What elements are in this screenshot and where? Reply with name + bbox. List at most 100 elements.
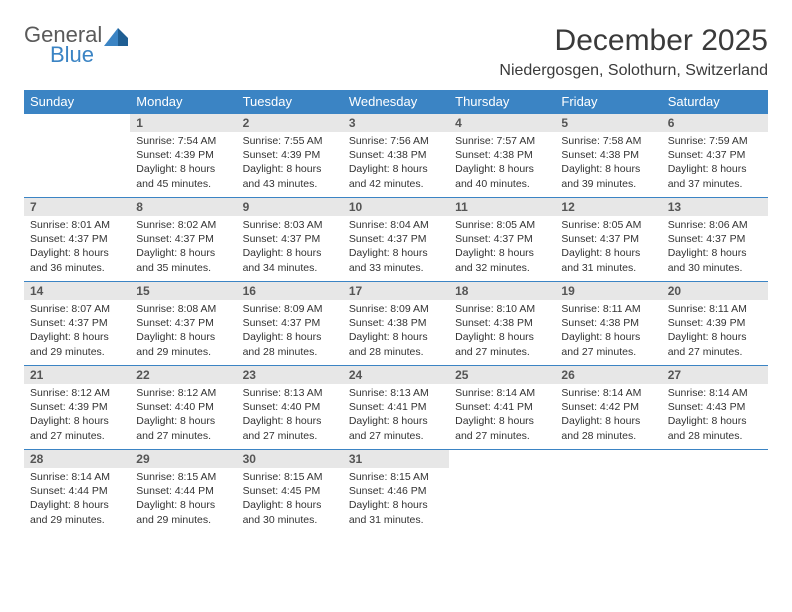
weekday-header: Friday [555,90,661,114]
calendar-cell: 15Sunrise: 8:08 AMSunset: 4:37 PMDayligh… [130,282,236,366]
day-number: 26 [555,366,661,384]
daylight-line: Daylight: 8 hours and 27 minutes. [349,414,443,442]
sunset-line: Sunset: 4:37 PM [30,232,124,246]
day-details: Sunrise: 8:11 AMSunset: 4:38 PMDaylight:… [555,300,661,365]
calendar-cell: 10Sunrise: 8:04 AMSunset: 4:37 PMDayligh… [343,198,449,282]
day-details: Sunrise: 8:08 AMSunset: 4:37 PMDaylight:… [130,300,236,365]
day-number: 24 [343,366,449,384]
daylight-line: Daylight: 8 hours and 40 minutes. [455,162,549,190]
sunrise-line: Sunrise: 8:14 AM [668,386,762,400]
day-number: 22 [130,366,236,384]
calendar-cell: 8Sunrise: 8:02 AMSunset: 4:37 PMDaylight… [130,198,236,282]
sunset-line: Sunset: 4:44 PM [136,484,230,498]
sunset-line: Sunset: 4:38 PM [349,316,443,330]
sunset-line: Sunset: 4:38 PM [561,148,655,162]
calendar-body: 1Sunrise: 7:54 AMSunset: 4:39 PMDaylight… [24,114,768,534]
calendar-cell [555,450,661,534]
sunrise-line: Sunrise: 7:59 AM [668,134,762,148]
sunrise-line: Sunrise: 8:13 AM [349,386,443,400]
calendar-cell: 11Sunrise: 8:05 AMSunset: 4:37 PMDayligh… [449,198,555,282]
daylight-line: Daylight: 8 hours and 35 minutes. [136,246,230,274]
calendar-cell: 16Sunrise: 8:09 AMSunset: 4:37 PMDayligh… [237,282,343,366]
calendar-cell: 28Sunrise: 8:14 AMSunset: 4:44 PMDayligh… [24,450,130,534]
daylight-line: Daylight: 8 hours and 27 minutes. [455,414,549,442]
day-details: Sunrise: 8:05 AMSunset: 4:37 PMDaylight:… [555,216,661,281]
sunset-line: Sunset: 4:39 PM [136,148,230,162]
sunset-line: Sunset: 4:37 PM [30,316,124,330]
daylight-line: Daylight: 8 hours and 30 minutes. [668,246,762,274]
calendar-cell: 3Sunrise: 7:56 AMSunset: 4:38 PMDaylight… [343,114,449,198]
daylight-line: Daylight: 8 hours and 28 minutes. [668,414,762,442]
sunrise-line: Sunrise: 8:12 AM [30,386,124,400]
day-details: Sunrise: 8:02 AMSunset: 4:37 PMDaylight:… [130,216,236,281]
daylight-line: Daylight: 8 hours and 29 minutes. [136,330,230,358]
logo-text: General Blue [24,24,102,66]
sunrise-line: Sunrise: 8:13 AM [243,386,337,400]
sunrise-line: Sunrise: 8:01 AM [30,218,124,232]
sunrise-line: Sunrise: 8:08 AM [136,302,230,316]
calendar-cell: 7Sunrise: 8:01 AMSunset: 4:37 PMDaylight… [24,198,130,282]
sunrise-line: Sunrise: 8:07 AM [30,302,124,316]
day-details: Sunrise: 8:06 AMSunset: 4:37 PMDaylight:… [662,216,768,281]
sunrise-line: Sunrise: 8:04 AM [349,218,443,232]
sunset-line: Sunset: 4:37 PM [243,316,337,330]
sunrise-line: Sunrise: 7:54 AM [136,134,230,148]
calendar-cell: 31Sunrise: 8:15 AMSunset: 4:46 PMDayligh… [343,450,449,534]
sunrise-line: Sunrise: 8:14 AM [455,386,549,400]
day-details: Sunrise: 8:14 AMSunset: 4:43 PMDaylight:… [662,384,768,449]
day-number: 9 [237,198,343,216]
sunset-line: Sunset: 4:43 PM [668,400,762,414]
day-details: Sunrise: 8:09 AMSunset: 4:37 PMDaylight:… [237,300,343,365]
day-details: Sunrise: 8:10 AMSunset: 4:38 PMDaylight:… [449,300,555,365]
daylight-line: Daylight: 8 hours and 28 minutes. [349,330,443,358]
sunset-line: Sunset: 4:42 PM [561,400,655,414]
weekday-header: Monday [130,90,236,114]
day-details: Sunrise: 8:15 AMSunset: 4:46 PMDaylight:… [343,468,449,533]
day-details: Sunrise: 8:14 AMSunset: 4:42 PMDaylight:… [555,384,661,449]
day-details: Sunrise: 7:54 AMSunset: 4:39 PMDaylight:… [130,132,236,197]
day-number: 17 [343,282,449,300]
day-number: 4 [449,114,555,132]
sunrise-line: Sunrise: 8:15 AM [136,470,230,484]
day-details: Sunrise: 8:13 AMSunset: 4:41 PMDaylight:… [343,384,449,449]
day-number: 30 [237,450,343,468]
day-number: 5 [555,114,661,132]
day-details: Sunrise: 7:57 AMSunset: 4:38 PMDaylight:… [449,132,555,197]
sunset-line: Sunset: 4:40 PM [243,400,337,414]
calendar-cell: 26Sunrise: 8:14 AMSunset: 4:42 PMDayligh… [555,366,661,450]
sunset-line: Sunset: 4:37 PM [136,316,230,330]
logo-mark-icon [104,24,128,51]
sunset-line: Sunset: 4:41 PM [349,400,443,414]
sunrise-line: Sunrise: 8:15 AM [243,470,337,484]
daylight-line: Daylight: 8 hours and 27 minutes. [136,414,230,442]
day-details: Sunrise: 8:12 AMSunset: 4:39 PMDaylight:… [24,384,130,449]
day-number: 16 [237,282,343,300]
day-number: 31 [343,450,449,468]
day-details: Sunrise: 8:05 AMSunset: 4:37 PMDaylight:… [449,216,555,281]
daylight-line: Daylight: 8 hours and 39 minutes. [561,162,655,190]
day-details: Sunrise: 8:14 AMSunset: 4:41 PMDaylight:… [449,384,555,449]
daylight-line: Daylight: 8 hours and 27 minutes. [30,414,124,442]
weekday-header: Wednesday [343,90,449,114]
calendar-cell: 14Sunrise: 8:07 AMSunset: 4:37 PMDayligh… [24,282,130,366]
sunset-line: Sunset: 4:37 PM [561,232,655,246]
sunrise-line: Sunrise: 7:55 AM [243,134,337,148]
calendar-cell: 21Sunrise: 8:12 AMSunset: 4:39 PMDayligh… [24,366,130,450]
calendar-cell [24,114,130,198]
sunrise-line: Sunrise: 8:15 AM [349,470,443,484]
sunrise-line: Sunrise: 8:09 AM [243,302,337,316]
calendar-cell: 6Sunrise: 7:59 AMSunset: 4:37 PMDaylight… [662,114,768,198]
sunset-line: Sunset: 4:38 PM [455,316,549,330]
daylight-line: Daylight: 8 hours and 31 minutes. [349,498,443,526]
sunrise-line: Sunrise: 8:14 AM [561,386,655,400]
sunrise-line: Sunrise: 8:02 AM [136,218,230,232]
weekday-header: Thursday [449,90,555,114]
daylight-line: Daylight: 8 hours and 29 minutes. [30,498,124,526]
day-number: 8 [130,198,236,216]
day-details: Sunrise: 8:01 AMSunset: 4:37 PMDaylight:… [24,216,130,281]
sunrise-line: Sunrise: 7:57 AM [455,134,549,148]
logo-line2: Blue [50,44,102,66]
sunset-line: Sunset: 4:37 PM [136,232,230,246]
day-number: 14 [24,282,130,300]
calendar-row: 28Sunrise: 8:14 AMSunset: 4:44 PMDayligh… [24,450,768,534]
